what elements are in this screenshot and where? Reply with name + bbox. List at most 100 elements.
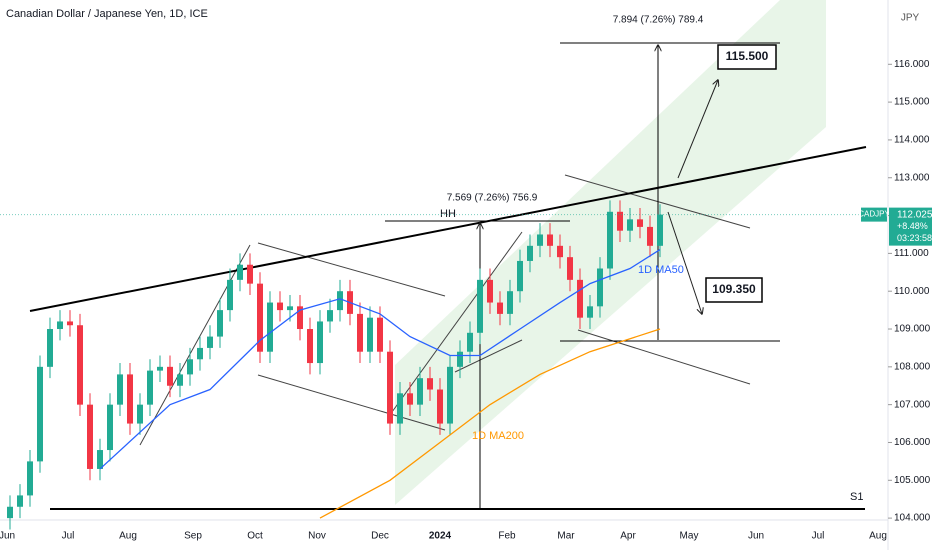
candle-body xyxy=(207,336,213,348)
candle-body xyxy=(237,264,243,280)
candle-body xyxy=(287,306,293,311)
support-label: S1 xyxy=(850,491,863,503)
y-tick-label: 111.000 xyxy=(894,248,929,259)
y-tick-label: 116.000 xyxy=(894,59,930,70)
change-label: +8.48% xyxy=(897,221,928,231)
x-tick-label: Jun xyxy=(0,531,15,542)
candle-body xyxy=(397,393,403,424)
hh-label: HH xyxy=(440,208,456,220)
y-tick-label: 113.000 xyxy=(894,172,930,183)
candle-body xyxy=(107,404,113,451)
moving-average xyxy=(99,249,661,470)
x-tick-label: Jun xyxy=(748,531,764,542)
candle-body xyxy=(337,291,343,311)
x-tick-label: Dec xyxy=(371,531,389,542)
symbol-label: CADJPY xyxy=(858,210,890,219)
candle-body xyxy=(597,268,603,307)
trend-lines xyxy=(29,42,867,510)
candle-body xyxy=(477,279,483,333)
candle-body xyxy=(167,366,173,386)
candle-body xyxy=(67,321,73,326)
candle-body xyxy=(457,351,463,367)
candle-body xyxy=(487,279,493,303)
candle-body xyxy=(77,325,83,405)
candle-body xyxy=(357,313,363,352)
x-tick-label: Apr xyxy=(620,531,636,542)
y-tick-label: 107.000 xyxy=(894,399,931,410)
candle-body xyxy=(187,359,193,375)
candle-body xyxy=(147,370,153,405)
price-label: 112.025 xyxy=(897,209,932,220)
x-tick-label: Jul xyxy=(62,531,75,542)
candle-body xyxy=(257,283,263,352)
candle-body xyxy=(367,317,373,352)
candle-body xyxy=(527,245,533,261)
x-tick-label: Oct xyxy=(247,531,263,542)
candle-body xyxy=(87,404,93,469)
candle-body xyxy=(57,321,63,330)
x-tick-label: May xyxy=(680,531,699,542)
candle-body xyxy=(277,302,283,311)
legend-label: 1D MA200 xyxy=(472,430,524,442)
x-tick-label: Nov xyxy=(308,531,326,542)
price-box xyxy=(889,207,932,246)
candle-body xyxy=(97,450,103,469)
candle-body xyxy=(247,264,253,284)
candle-body xyxy=(587,306,593,318)
x-tick-label: Feb xyxy=(498,531,516,542)
symbol-box xyxy=(861,207,887,222)
candle-body xyxy=(647,226,653,246)
candle-body xyxy=(377,317,383,352)
candle-body xyxy=(137,404,143,424)
candle-body xyxy=(577,279,583,318)
candle-body xyxy=(317,321,323,364)
x-tick-label: 2024 xyxy=(429,531,452,542)
candle-body xyxy=(437,389,443,424)
candle-body xyxy=(417,378,423,405)
countdown-label: 03:23:58 xyxy=(897,233,932,243)
candle-body xyxy=(657,214,663,246)
legend-label: 1D MA50 xyxy=(638,264,684,276)
y-tick-label: 106.000 xyxy=(894,437,931,448)
x-tick-label: Sep xyxy=(184,531,202,542)
candle-body xyxy=(447,366,453,424)
y-tick-label: 109.000 xyxy=(894,324,931,335)
x-tick-label: Jul xyxy=(812,531,825,542)
candle-body xyxy=(467,332,473,352)
chart-title: Canadian Dollar / Japanese Yen, 1D, ICE xyxy=(6,8,208,20)
candle-body xyxy=(217,310,223,337)
candle-body xyxy=(37,366,43,462)
x-tick-label: Mar xyxy=(557,531,575,542)
candle-body xyxy=(517,260,523,292)
candle-body xyxy=(267,302,273,352)
candle-body xyxy=(637,219,643,227)
candle-body xyxy=(507,291,513,314)
target-label: 115.500 xyxy=(726,49,769,63)
y-tick-label: 110.000 xyxy=(894,286,930,297)
y-tick-label: 105.000 xyxy=(894,475,931,486)
candle-body xyxy=(617,211,623,231)
candle-body xyxy=(387,351,393,424)
candle-body xyxy=(307,329,313,364)
currency-label: JPY xyxy=(901,13,920,24)
candle-body xyxy=(47,329,53,367)
target-label: 109.350 xyxy=(712,282,756,296)
candle-body xyxy=(117,374,123,405)
candle-body xyxy=(177,374,183,386)
x-tick-label: Aug xyxy=(869,531,887,542)
candle-body xyxy=(627,219,633,231)
candle-body xyxy=(407,393,413,405)
candle-body xyxy=(127,374,133,424)
x-tick-label: Aug xyxy=(119,531,137,542)
candle-body xyxy=(197,347,203,360)
candle-body xyxy=(497,302,503,314)
candle-body xyxy=(157,366,163,371)
candle-body xyxy=(607,211,613,269)
candle-body xyxy=(297,306,303,330)
measure-label: 7.569 (7.26%) 756.9 xyxy=(447,193,538,204)
candle-body xyxy=(567,257,573,280)
measure-label: 7.894 (7.26%) 789.4 xyxy=(613,15,704,26)
candle-body xyxy=(27,461,33,496)
y-tick-label: 114.000 xyxy=(894,135,930,146)
